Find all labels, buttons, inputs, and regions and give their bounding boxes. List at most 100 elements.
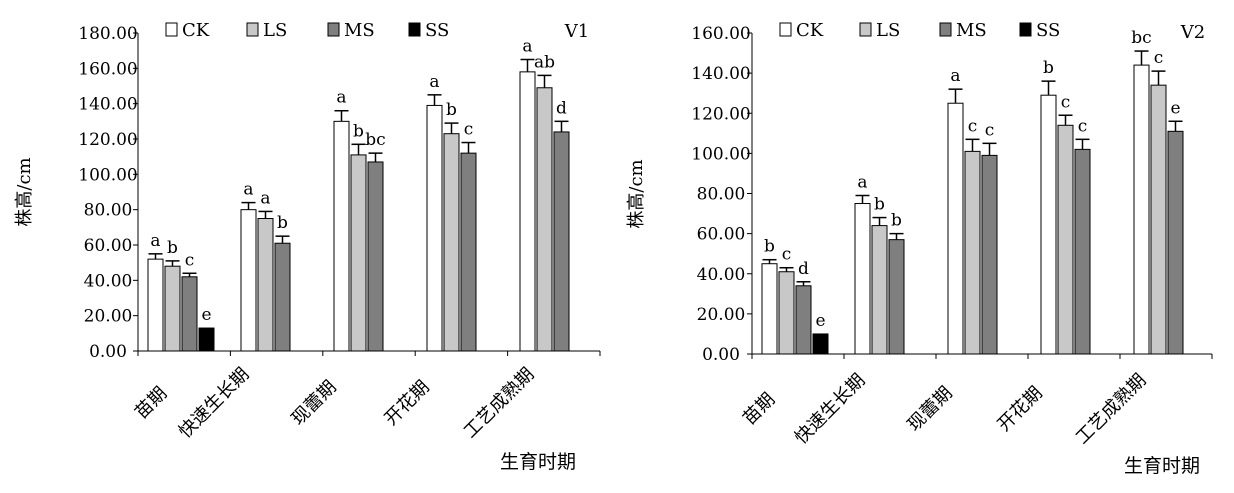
y-tick-label: 20.00 xyxy=(697,305,746,325)
legend-label: MS xyxy=(956,20,987,41)
legend-swatch xyxy=(1019,22,1032,37)
significance-label: e xyxy=(815,311,825,331)
bar-ls xyxy=(257,218,274,352)
y-tick-label: 20.00 xyxy=(84,307,133,327)
significance-label: bc xyxy=(1131,28,1151,48)
bar-ms xyxy=(181,276,198,352)
bar-ck xyxy=(147,258,164,352)
panel-v1-chart: 0.00 20.00 40.00 60.00 80.00 100.00 120.00 140.… xyxy=(14,20,601,473)
x-category-label: 快速生长期 xyxy=(791,370,869,448)
panel-label: V1 xyxy=(564,21,589,42)
bar-ss xyxy=(198,327,215,352)
significance-label: e xyxy=(1170,98,1180,118)
y-tick-label: 80.00 xyxy=(84,201,133,221)
y-tick-label: 140.00 xyxy=(691,64,750,84)
bar-ls xyxy=(871,225,888,355)
significance-label: a xyxy=(260,188,270,208)
y-tick-label: 120.00 xyxy=(691,104,750,124)
bar-ls xyxy=(964,150,981,355)
bar-ls xyxy=(164,265,181,352)
legend-label: SS xyxy=(1036,20,1060,41)
significance-label: a xyxy=(150,231,160,251)
bar-ck xyxy=(1133,64,1150,355)
x-category-label: 苗期 xyxy=(131,383,171,423)
significance-label: a xyxy=(857,173,867,193)
bar-ck xyxy=(333,120,350,352)
y-tick-label: 120.00 xyxy=(78,130,137,150)
x-category-label: 工艺成熟期 xyxy=(1072,370,1150,448)
y-tick-label: 0.00 xyxy=(89,342,127,362)
bar-ms xyxy=(367,161,384,352)
y-tick-label: 0.00 xyxy=(702,345,740,365)
legend-label: CK xyxy=(182,20,210,41)
y-tick-label: 180.00 xyxy=(78,24,137,44)
bar-ck xyxy=(947,102,964,355)
bar-ls xyxy=(443,133,460,352)
significance-label: a xyxy=(950,66,960,86)
legend-label: CK xyxy=(796,20,824,41)
significance-label: b xyxy=(891,211,902,231)
panel-label: V2 xyxy=(1180,22,1205,43)
y-tick-label: 140.00 xyxy=(78,95,137,115)
significance-label: b xyxy=(874,195,885,215)
significance-label: d xyxy=(556,98,567,118)
significance-label: c xyxy=(968,116,978,136)
bar-ck xyxy=(761,263,778,355)
bar-ss xyxy=(812,333,829,355)
significance-label: b xyxy=(167,238,178,258)
bar-ck xyxy=(426,104,443,352)
significance-label: b xyxy=(1043,58,1054,78)
x-category-label: 快速生长期 xyxy=(175,364,253,442)
significance-label: a xyxy=(243,180,253,200)
bar-ms xyxy=(553,131,570,352)
panel-v2-chart: 0.00 20.00 40.00 60.00 80.00 100.00 120.00 140.… xyxy=(626,20,1213,477)
y-tick-label: 40.00 xyxy=(84,271,133,291)
x-category-label: 现蕾期 xyxy=(904,383,957,436)
bar-ms xyxy=(274,242,291,352)
significance-label: a xyxy=(429,72,439,92)
legend-swatch xyxy=(165,22,178,37)
significance-label: c xyxy=(1154,48,1164,68)
significance-label: e xyxy=(201,305,211,325)
y-axis-title: 株高/cm xyxy=(626,159,647,228)
significance-label: c xyxy=(1078,116,1088,136)
y-tick-label: 40.00 xyxy=(697,265,746,285)
y-tick-label: 60.00 xyxy=(697,225,746,245)
y-tick-label: 80.00 xyxy=(697,185,746,205)
significance-label: c xyxy=(782,245,792,265)
legend-swatch xyxy=(408,22,421,37)
bar-ms xyxy=(795,285,812,355)
legend-label: LS xyxy=(876,20,900,41)
bar-ck xyxy=(240,209,257,352)
significance-label: bc xyxy=(365,130,385,150)
x-category-label: 现蕾期 xyxy=(288,377,341,430)
significance-label: b xyxy=(446,100,457,120)
legend-swatch xyxy=(246,22,259,37)
bar-ls xyxy=(1150,84,1167,355)
bar-ms xyxy=(981,154,998,355)
bar-ls xyxy=(778,271,795,355)
bar-ms xyxy=(460,152,477,352)
significance-label: a xyxy=(336,88,346,108)
legend-swatch xyxy=(327,22,340,37)
significance-label: c xyxy=(1061,92,1071,112)
x-category-label: 工艺成熟期 xyxy=(460,364,538,442)
x-axis-title: 生育时期 xyxy=(500,451,576,473)
bar-ms xyxy=(888,239,905,355)
significance-label: b xyxy=(277,213,288,233)
y-tick-label: 60.00 xyxy=(84,236,133,256)
bar-ck xyxy=(1040,94,1057,355)
bar-ls xyxy=(350,154,367,352)
x-category-label: 开花期 xyxy=(994,383,1047,436)
bar-ms xyxy=(1167,130,1184,355)
significance-label: b xyxy=(353,121,364,141)
bar-ls xyxy=(1057,124,1074,355)
y-tick-label: 160.00 xyxy=(78,59,137,79)
legend-swatch xyxy=(939,22,952,37)
significance-label: ab xyxy=(534,52,555,72)
legend-swatch xyxy=(859,22,872,37)
legend-swatch xyxy=(779,22,792,37)
legend-label: SS xyxy=(425,20,449,41)
y-tick-label: 100.00 xyxy=(691,144,750,164)
